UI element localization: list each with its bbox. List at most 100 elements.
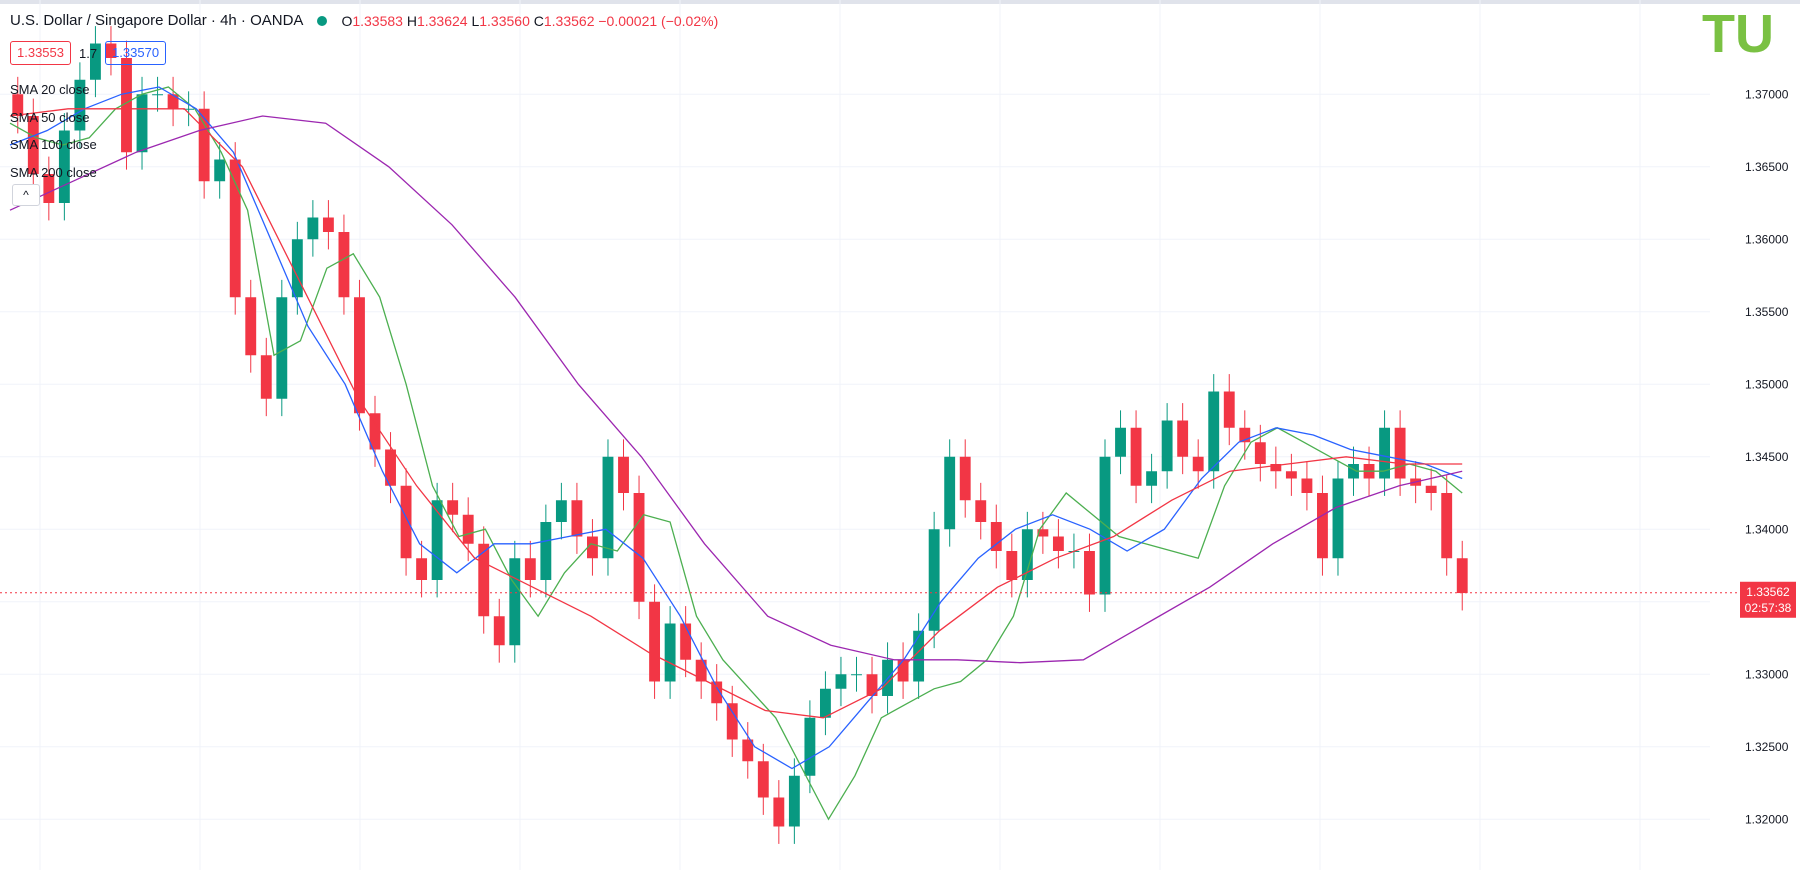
candle-body [1425, 485, 1437, 493]
collapse-legend-button[interactable]: ^ [12, 184, 40, 206]
price-tick-label: 1.35000 [1745, 377, 1789, 391]
candle-body [493, 616, 505, 646]
price-tick-label: 1.34000 [1745, 522, 1789, 536]
candle-body [12, 94, 24, 116]
candle-body [369, 413, 381, 450]
candle-body [152, 94, 163, 96]
candle-body [1177, 420, 1189, 457]
candle-body [1146, 471, 1158, 486]
candle-body [27, 116, 39, 174]
candle-body [1348, 464, 1359, 479]
candle-body [851, 674, 862, 676]
candle-body [633, 493, 645, 602]
price-tick-label: 1.36000 [1745, 232, 1789, 246]
candle-body [618, 456, 629, 493]
candle-body [1208, 391, 1220, 472]
candle-body [1223, 391, 1235, 428]
price-tick-label: 1.34500 [1745, 450, 1789, 464]
candle-body [524, 558, 536, 580]
price-tick-label: 1.32500 [1745, 740, 1789, 754]
candle-body [897, 659, 909, 682]
candle-body [1394, 427, 1406, 479]
legend-sma-100[interactable]: SMA 100 close [10, 137, 97, 152]
candle-body [167, 94, 179, 109]
candle-body [229, 159, 241, 298]
candle-body [58, 130, 70, 203]
market-status-dot [317, 15, 328, 26]
candle-body [431, 500, 443, 580]
legend-sma-200[interactable]: SMA 200 close [10, 164, 97, 180]
candle-body [1115, 427, 1126, 457]
price-tick-label: 1.32000 [1745, 812, 1789, 826]
chart-header: U.S. Dollar / Singapore Dollar · 4h · OA… [10, 12, 718, 29]
candle-body [602, 456, 614, 559]
candle-body [788, 775, 800, 827]
sma-line [9, 86, 1463, 821]
candle-body [385, 449, 396, 486]
quote-row: 1.33553 1.7 1.33570 [10, 41, 167, 65]
candle-body [571, 500, 583, 537]
candle-body [959, 456, 971, 501]
sma-line [9, 115, 1463, 664]
symbol-title[interactable]: U.S. Dollar / Singapore Dollar · 4h · OA… [10, 12, 304, 29]
legend-sma-20[interactable]: SMA 20 close [10, 82, 90, 97]
candle-body [1285, 471, 1297, 479]
candle-body [1037, 529, 1049, 537]
candle-body [587, 536, 598, 559]
candle-body [1254, 442, 1266, 464]
last-price-badge [1740, 581, 1796, 618]
candle-body [1084, 551, 1095, 595]
candle-body [183, 108, 195, 110]
countdown-label: 02:57:38 [1745, 601, 1792, 615]
candle-body [1161, 420, 1173, 472]
candle-body [1130, 427, 1142, 486]
candle-body [1239, 427, 1251, 443]
candle-body [1317, 493, 1328, 559]
candle-body [462, 514, 474, 544]
candle-body [726, 703, 738, 740]
candle-body [198, 108, 210, 182]
candle-body [742, 739, 754, 762]
price-tick-label: 1.33000 [1745, 667, 1789, 681]
candle-body [307, 217, 319, 240]
candle-body [260, 355, 272, 399]
candle-body [1441, 493, 1453, 559]
price-tick-label: 1.35500 [1745, 305, 1789, 319]
candle-body [1270, 464, 1282, 472]
candle-body [1456, 558, 1468, 594]
svg-text:TU: TU [1702, 6, 1774, 56]
candle-body [540, 522, 552, 580]
candle-body [555, 500, 567, 522]
legend-sma-50[interactable]: SMA 50 close [10, 109, 90, 125]
candle-body [1301, 478, 1313, 493]
candle-body [400, 485, 412, 559]
sell-button[interactable]: 1.33553 [10, 41, 71, 65]
candle-body [1192, 456, 1204, 472]
tu-logo: TU [1702, 6, 1774, 56]
candle-body [1021, 529, 1033, 580]
indicator-legend: SMA 20 close SMA 50 close SMA 100 close … [10, 76, 97, 186]
candle-body [680, 623, 692, 660]
candle-body [913, 630, 925, 682]
candle-body [835, 674, 847, 689]
chevron-up-icon: ^ [23, 188, 29, 202]
change-value: −0.00021 (−0.02%) [598, 12, 719, 29]
candle-body [322, 217, 334, 232]
candle-body [695, 659, 707, 682]
sma-line [9, 86, 1463, 770]
candle-body [291, 239, 303, 298]
candle-body [121, 58, 132, 153]
price-tick-label: 1.36500 [1745, 160, 1789, 174]
candle-body [416, 558, 428, 580]
candle-body [944, 456, 956, 530]
candle-body [664, 623, 676, 682]
candle-body [866, 674, 878, 696]
buy-button[interactable]: 1.33570 [105, 41, 167, 65]
candle-body [711, 681, 723, 704]
candle-body [509, 558, 521, 646]
candle-body [1379, 427, 1391, 479]
candle-body [819, 688, 831, 718]
spread-value: 1.7 [79, 45, 98, 61]
last-price-label: 1.33562 [1746, 585, 1790, 599]
